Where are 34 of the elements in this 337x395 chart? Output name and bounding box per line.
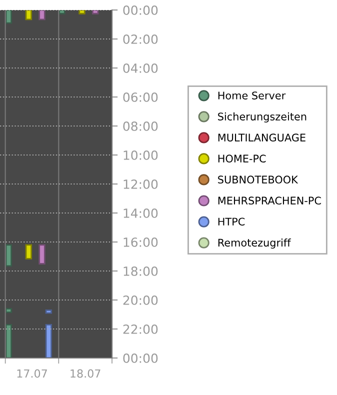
y-tick-label: 02:00 bbox=[123, 34, 158, 44]
legend-label: HTPC bbox=[218, 218, 245, 226]
bar bbox=[45, 324, 52, 358]
bar bbox=[5, 244, 12, 267]
y-tick-label: 06:00 bbox=[123, 92, 158, 102]
y-tick-label: 12:00 bbox=[124, 179, 158, 189]
y-tick-label: 10:00 bbox=[124, 150, 158, 160]
y-tick-label: 18:00 bbox=[124, 266, 158, 276]
legend-label: HOME-PC bbox=[218, 154, 266, 163]
bar bbox=[5, 308, 12, 314]
legend-label: Sicherungszeiten bbox=[218, 112, 306, 122]
bar bbox=[92, 10, 99, 14]
y-tick-label: 16:00 bbox=[124, 237, 158, 247]
y-tick-label: 00:00 bbox=[123, 5, 158, 15]
bar bbox=[45, 309, 52, 314]
bar bbox=[25, 244, 32, 260]
bar bbox=[25, 10, 32, 20]
y-tick-label: 20:00 bbox=[123, 295, 158, 305]
bar bbox=[38, 244, 46, 264]
bar bbox=[78, 10, 86, 14]
x-tick-label: 18.07 bbox=[70, 369, 100, 378]
y-tick-label: 08:00 bbox=[123, 121, 158, 131]
y-tick-label: 14:00 bbox=[124, 208, 158, 218]
y-tick-label: 04:00 bbox=[123, 63, 158, 73]
bar bbox=[38, 10, 46, 20]
legend-label: SUBNOTEBOOK bbox=[218, 176, 298, 184]
x-tick-label: 17.07 bbox=[17, 369, 47, 378]
bar bbox=[58, 10, 66, 14]
legend-label: MULTILANGUAGE bbox=[218, 134, 306, 142]
y-tick-label: 00:00 bbox=[123, 353, 158, 363]
legend-label: Home Server bbox=[218, 92, 286, 100]
y-tick-label: 22:00 bbox=[123, 324, 158, 334]
legend-label: MEHRSPRACHEN-PC bbox=[218, 196, 321, 205]
legend-label: Remotezugriff bbox=[218, 238, 291, 249]
